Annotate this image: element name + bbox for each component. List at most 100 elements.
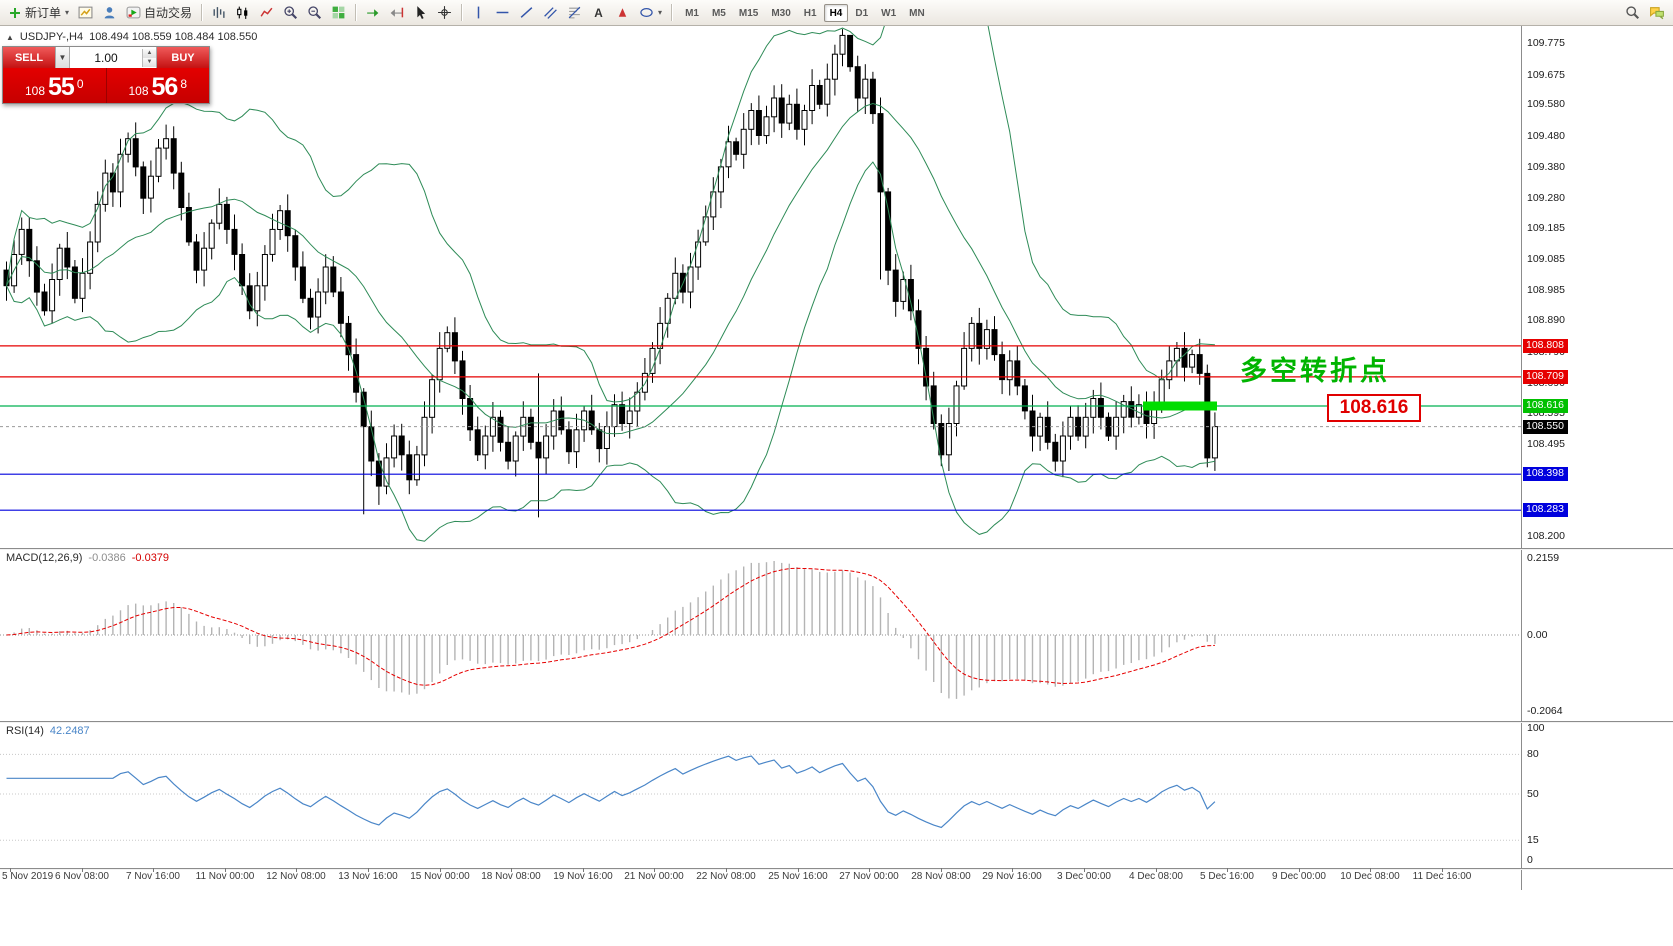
bar-chart-button[interactable] (207, 2, 230, 23)
auto-trading-button[interactable]: 自动交易 (122, 2, 196, 23)
candle-body (1204, 372, 1211, 459)
timeframe-m15[interactable]: M15 (733, 4, 764, 22)
timeframe-m1[interactable]: M1 (679, 4, 705, 22)
shapes-button[interactable]: ▾ (635, 2, 666, 23)
candle-body (201, 247, 208, 271)
main-toolbar: 新订单 ▾ 自动交易 (0, 0, 1673, 26)
timeframe-w1[interactable]: W1 (875, 4, 902, 22)
text-button[interactable]: A (587, 2, 610, 23)
annotation-note[interactable]: 多空转折点 (1240, 356, 1390, 386)
chart-shift-button[interactable] (385, 2, 408, 23)
fibonacci-button[interactable] (563, 2, 586, 23)
timeframe-m30[interactable]: M30 (765, 4, 796, 22)
time-tick-mark (798, 868, 799, 872)
price-callout-box[interactable]: 108.616 (1327, 394, 1421, 422)
channel-button[interactable] (539, 2, 562, 23)
candle-body (991, 329, 998, 356)
candle-body (71, 266, 78, 299)
volume-input[interactable]: 1.00 ▲ ▼ (70, 47, 157, 68)
sell-price[interactable]: 108 55 0 (3, 68, 107, 103)
bollinger-middle-band (6, 102, 1215, 435)
candle-body (786, 103, 793, 124)
candlestick-icon (237, 6, 248, 19)
sell-button[interactable]: SELL (3, 47, 55, 68)
time-tick-mark (1227, 868, 1228, 872)
buy-button[interactable]: BUY (157, 47, 209, 68)
zoom-out-button[interactable] (303, 2, 326, 23)
panel-splitter[interactable] (0, 548, 1673, 550)
price-tick: 109.280 (1527, 192, 1565, 204)
candle-body (983, 329, 990, 349)
timeframe-h4[interactable]: H4 (823, 3, 849, 22)
volume-stepper[interactable]: ▲ ▼ (142, 48, 156, 67)
candle-body (1181, 347, 1188, 368)
cursor-button[interactable] (409, 2, 432, 23)
macd-indicator-panel[interactable] (0, 549, 1522, 721)
profiles-button[interactable] (98, 2, 121, 23)
step-down-icon[interactable]: ▼ (143, 57, 156, 67)
panel-splitter[interactable] (0, 721, 1673, 723)
toolbar-separator (355, 4, 357, 21)
horizontal-line-button[interactable] (491, 2, 514, 23)
candle-body (1097, 398, 1104, 418)
chat-button[interactable] (1645, 2, 1669, 23)
new-order-button[interactable]: 新订单 ▾ (4, 2, 73, 23)
zoom-in-button[interactable] (279, 2, 302, 23)
timeframe-d1[interactable]: D1 (849, 4, 874, 22)
candle-body (740, 128, 747, 155)
candle-body (170, 138, 177, 174)
candle-body (687, 266, 694, 293)
candle-body (839, 34, 846, 55)
rsi-indicator-panel[interactable] (0, 722, 1522, 868)
candle-body (368, 426, 375, 462)
candle-body (976, 322, 983, 349)
search-button[interactable] (1621, 2, 1644, 23)
time-tick: 10 Dec 08:00 (1340, 871, 1400, 882)
candle-body (109, 172, 116, 193)
candlestick-chart-button[interactable] (231, 2, 254, 23)
candle-body (626, 410, 633, 424)
candle-body (254, 285, 261, 312)
candle-body (94, 203, 101, 243)
bar-chart-icon (213, 7, 225, 18)
time-tick-mark (1156, 868, 1157, 872)
bollinger-upper-band (6, 26, 1215, 403)
arrows-button[interactable] (611, 2, 634, 23)
new-chart-button[interactable] (74, 2, 97, 23)
chat-icon (1650, 7, 1664, 20)
candlestick-chart[interactable] (0, 26, 1522, 548)
trendline-button[interactable] (515, 2, 538, 23)
new-order-label: 新订单 (25, 6, 62, 20)
timeframe-h1[interactable]: H1 (798, 4, 823, 22)
one-click-trading-widget: SELL ▼ 1.00 ▲ ▼ BUY 108 55 0 108 56 8 (2, 46, 210, 104)
buy-price[interactable]: 108 56 8 (107, 68, 210, 103)
auto-scroll-button[interactable] (361, 2, 384, 23)
candle-body (140, 166, 147, 199)
symbol-info: ▲ USDJPY-,H4 108.494 108.559 108.484 108… (6, 31, 257, 43)
time-tick-mark (296, 868, 297, 872)
tile-windows-button[interactable] (327, 2, 350, 23)
candle-body (793, 103, 800, 130)
timeframe-mn[interactable]: MN (903, 4, 931, 22)
order-controls-row: SELL ▼ 1.00 ▲ ▼ BUY (3, 47, 209, 68)
rsi-value: 42.2487 (49, 725, 90, 737)
volume-dropdown-button[interactable]: ▼ (55, 47, 70, 68)
candle-body (216, 203, 223, 224)
candle-body (307, 297, 314, 318)
timeframe-m5[interactable]: M5 (706, 4, 732, 22)
candle-body (1196, 354, 1203, 374)
step-up-icon[interactable]: ▲ (143, 48, 156, 58)
time-tick-mark (1299, 868, 1300, 872)
candle-body (672, 272, 679, 299)
time-tick: 5 Dec 16:00 (1200, 871, 1254, 882)
vertical-line-icon (477, 6, 480, 19)
text-icon: A (594, 7, 603, 20)
line-chart-button[interactable] (255, 2, 278, 23)
candle-body (1006, 360, 1013, 381)
crosshair-button[interactable] (433, 2, 456, 23)
plus-icon (10, 7, 20, 18)
candle-body (512, 435, 519, 462)
candle-body (854, 66, 861, 99)
vertical-line-button[interactable] (467, 2, 490, 23)
